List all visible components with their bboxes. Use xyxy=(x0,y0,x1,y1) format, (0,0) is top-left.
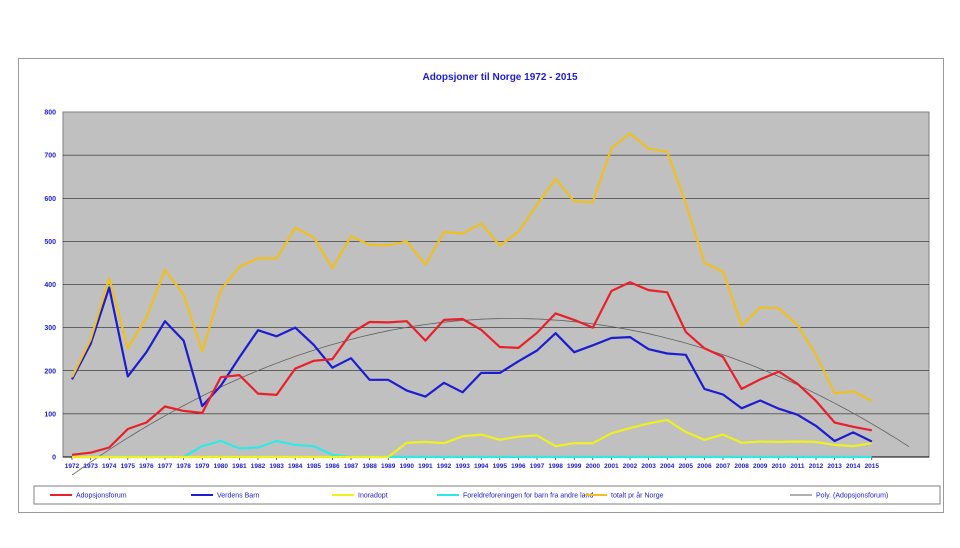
x-tick-label: 1983 xyxy=(269,463,284,470)
x-tick-label: 2003 xyxy=(641,463,656,470)
legend-label: Adopsjonsforum xyxy=(76,493,127,500)
x-tick-label: 1995 xyxy=(493,463,508,470)
y-tick-label: 700 xyxy=(44,153,56,160)
chart-title: Adopsjoner til Norge 1972 - 2015 xyxy=(422,72,577,83)
y-tick-label: 800 xyxy=(44,110,56,117)
legend: Adopsjonsforum Verdens Barn Inoradopt Forel… xyxy=(50,492,888,500)
trendline-layer xyxy=(71,318,910,476)
x-tick-label: 1991 xyxy=(418,463,433,470)
y-tick-label: 0 xyxy=(52,455,56,462)
x-tick-label: 1986 xyxy=(325,463,340,470)
x-tick-label: 1979 xyxy=(195,463,210,470)
x-tick-label: 1977 xyxy=(158,463,173,470)
y-axis: 0 100 200 300 400 500 600 700 800 xyxy=(44,110,56,462)
x-tick-label: 1992 xyxy=(437,463,452,470)
legend-label: Foreldreforeningen for barn fra andre la… xyxy=(463,493,593,500)
y-tick-label: 600 xyxy=(44,196,56,203)
x-tick-label: 2008 xyxy=(734,463,749,470)
x-tick-label: 2011 xyxy=(790,463,804,470)
legend-label: Inoradopt xyxy=(358,493,388,500)
x-tick-label: 2010 xyxy=(772,463,787,470)
x-tick-label: 2000 xyxy=(586,463,601,470)
series-line-adopsjonsforum xyxy=(71,281,873,456)
x-tick-label: 2012 xyxy=(809,463,824,470)
y-tick-label: 200 xyxy=(44,368,56,375)
y-tick-label: 400 xyxy=(44,282,56,289)
x-tick-label: 2014 xyxy=(846,463,861,470)
x-tick-label: 1998 xyxy=(548,463,563,470)
x-tick-label: 1989 xyxy=(381,463,396,470)
x-axis: 1972 1973 1974 1975 1976 1977 1978 1979 1980 1981… xyxy=(63,456,929,470)
x-tick-label: 1990 xyxy=(400,463,415,470)
series-lines xyxy=(71,132,873,459)
x-tick-label: 1973 xyxy=(83,463,98,470)
x-tick-label: 2006 xyxy=(697,463,712,470)
x-tick-label: 1976 xyxy=(139,463,154,470)
series-line-verdens-barn xyxy=(71,286,873,443)
y-tick-label: 300 xyxy=(44,325,56,332)
legend-label: Verdens Barn xyxy=(217,493,260,500)
x-tick-label: 1972 xyxy=(65,463,80,470)
series-line-inoradopt xyxy=(72,418,872,459)
x-tick-label: 2004 xyxy=(660,463,675,470)
series-line-totalt-pr-r-norge xyxy=(71,132,873,402)
x-tick-label: 1999 xyxy=(567,463,582,470)
x-tick-label: 1994 xyxy=(474,463,489,470)
legend-box xyxy=(33,485,941,505)
trendline-poly-adopsjonsforum xyxy=(71,318,910,476)
x-tick-label: 1997 xyxy=(530,463,545,470)
x-tick-label: 1985 xyxy=(307,463,322,470)
x-tick-label: 1982 xyxy=(251,463,266,470)
x-tick-label: 1981 xyxy=(232,463,247,470)
x-tick-label: 2015 xyxy=(865,463,880,470)
legend-label: totalt pr år Norge xyxy=(611,492,664,500)
x-tick-label: 1996 xyxy=(511,463,526,470)
x-tick-label: 1978 xyxy=(176,463,191,470)
x-tick-label: 2002 xyxy=(623,463,638,470)
x-tick-label: 2007 xyxy=(716,463,731,470)
x-tick-label: 1975 xyxy=(121,463,136,470)
x-tick-label: 1974 xyxy=(102,463,117,470)
x-tick-label: 1988 xyxy=(362,463,377,470)
x-tick-label: 2009 xyxy=(753,463,768,470)
legend-label: Poly. (Adopsjonsforum) xyxy=(816,493,888,500)
x-tick-label: 1984 xyxy=(288,463,303,470)
series-line-foreldreforeningen-for-barn-fra-andre-land xyxy=(72,439,872,459)
y-tick-label: 500 xyxy=(44,239,56,246)
x-tick-label: 2005 xyxy=(679,463,694,470)
x-tick-label: 1993 xyxy=(455,463,470,470)
y-tick-label: 100 xyxy=(44,411,56,418)
x-tick-label: 1980 xyxy=(214,463,229,470)
x-tick-label: 2001 xyxy=(604,463,619,470)
x-tick-label: 2013 xyxy=(827,463,842,470)
x-tick-label: 1987 xyxy=(344,463,359,470)
